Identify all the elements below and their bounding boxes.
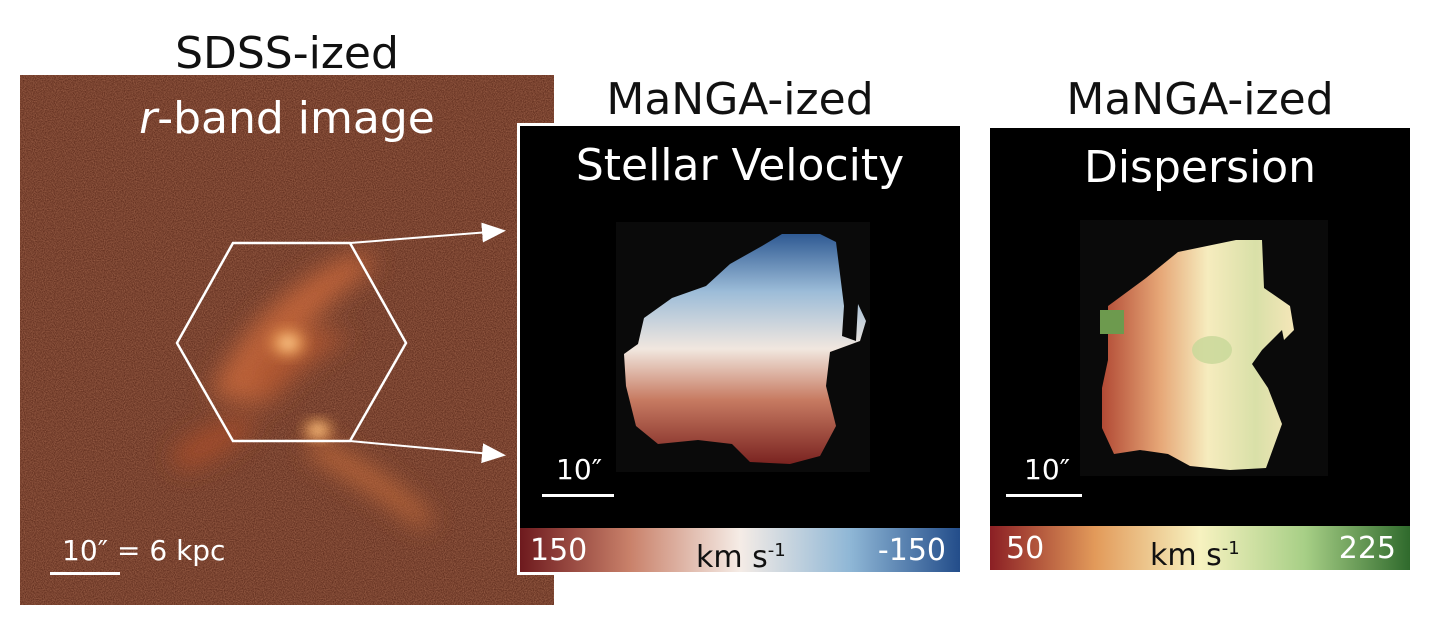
- dispersion-title-line1: MaNGA-ized: [1066, 74, 1334, 125]
- dispersion-cbar-min: 50: [1006, 531, 1045, 566]
- velocity-title-line1: MaNGA-ized: [606, 74, 874, 125]
- velocity-scalebar: [542, 494, 614, 497]
- sdss-title-line2: r-band image: [20, 91, 554, 147]
- sdss-scalebar: [50, 572, 120, 575]
- dispersion-scalebar-label: 10″: [1024, 453, 1071, 486]
- velocity-cbar-unit-exp: -1: [767, 540, 786, 561]
- dispersion-cbar-unit-exp: -1: [1221, 538, 1240, 559]
- stellar-velocity-map: Stellar Velocity 10″ 150 km s-1 -150: [517, 123, 963, 575]
- velocity-scalebar-label: 10″: [556, 453, 603, 486]
- velocity-colorbar: 150 km s-1 -150: [520, 528, 960, 572]
- dispersion-scalebar: [1006, 494, 1082, 497]
- sdss-galaxy-image: [20, 75, 554, 605]
- velocity-map-image: [616, 222, 870, 472]
- r-band-italic: r: [139, 93, 158, 144]
- velocity-cbar-min: 150: [530, 533, 588, 568]
- velocity-cbar-unit: km s-1: [696, 540, 786, 572]
- velocity-title-line2: Stellar Velocity: [575, 140, 905, 191]
- dispersion-colorbar: 50 km s-1 225: [990, 526, 1410, 570]
- sdss-scalebar-label: 10″ = 6 kpc: [62, 534, 226, 567]
- dispersion-map: Dispersion 10″ 50 km s-1 225: [990, 128, 1410, 570]
- dispersion-map-image: [1080, 220, 1328, 476]
- dispersion-title-line2: Dispersion: [1083, 142, 1317, 193]
- sdss-title-line1: SDSS-ized: [175, 28, 399, 79]
- sdss-panel-title: SDSS-ized: [20, 26, 554, 82]
- sdss-r-band-image: r-band image 10″ = 6 kpc: [20, 75, 554, 605]
- dispersion-cbar-max: 225: [1338, 531, 1396, 566]
- velocity-cbar-max: -150: [877, 533, 946, 568]
- dispersion-cbar-unit: km s-1: [1150, 538, 1240, 570]
- band-image-text: -band image: [157, 93, 435, 144]
